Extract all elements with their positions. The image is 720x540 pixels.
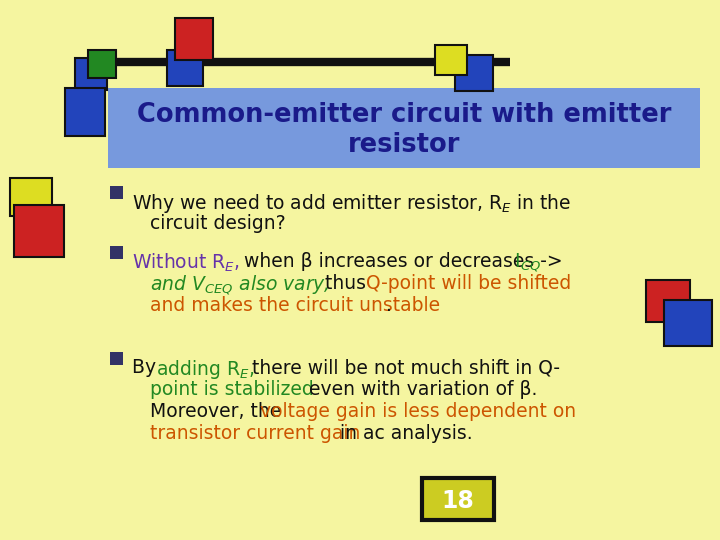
Bar — [455, 55, 493, 91]
Bar — [110, 246, 123, 259]
Bar — [88, 50, 116, 78]
Text: resistor: resistor — [348, 132, 460, 158]
Text: 18: 18 — [441, 489, 474, 513]
Text: Moreover, the: Moreover, the — [150, 402, 287, 421]
Bar — [167, 50, 203, 86]
Bar — [10, 178, 52, 216]
Bar — [14, 205, 64, 257]
Text: when β increases or decreases ->: when β increases or decreases -> — [238, 252, 562, 271]
Text: circuit design?: circuit design? — [150, 214, 286, 233]
FancyBboxPatch shape — [422, 478, 494, 520]
Text: and makes the circuit unstable: and makes the circuit unstable — [150, 296, 440, 315]
Text: I$_{CQ}$: I$_{CQ}$ — [509, 252, 541, 274]
Bar — [175, 18, 213, 60]
Bar — [664, 300, 712, 346]
Text: By: By — [132, 358, 162, 377]
Text: .: . — [385, 296, 392, 315]
Text: in ac analysis.: in ac analysis. — [335, 424, 473, 443]
Bar — [65, 88, 105, 136]
Bar — [75, 58, 107, 90]
Text: point is stabilized: point is stabilized — [150, 380, 314, 399]
Bar — [110, 186, 123, 199]
Text: Common-emitter circuit with emitter: Common-emitter circuit with emitter — [137, 102, 671, 128]
Text: Why we need to add emitter resistor, R$_E$ in the: Why we need to add emitter resistor, R$_… — [132, 192, 572, 215]
Text: transistor current gain: transistor current gain — [150, 424, 361, 443]
Text: Q-point will be shifted: Q-point will be shifted — [366, 274, 571, 293]
Bar — [646, 280, 690, 322]
Text: there will be not much shift in Q-: there will be not much shift in Q- — [246, 358, 560, 377]
FancyBboxPatch shape — [108, 88, 700, 168]
Text: thus: thus — [319, 274, 372, 293]
Text: even with variation of β.: even with variation of β. — [303, 380, 537, 399]
Text: voltage gain is less dependent on: voltage gain is less dependent on — [260, 402, 576, 421]
Text: and V$_{CEQ}$ also vary,: and V$_{CEQ}$ also vary, — [150, 274, 330, 297]
Text: Without R$_E$,: Without R$_E$, — [132, 252, 240, 274]
Text: adding R$_E$,: adding R$_E$, — [156, 358, 254, 381]
Bar — [110, 352, 123, 365]
Bar — [435, 45, 467, 75]
